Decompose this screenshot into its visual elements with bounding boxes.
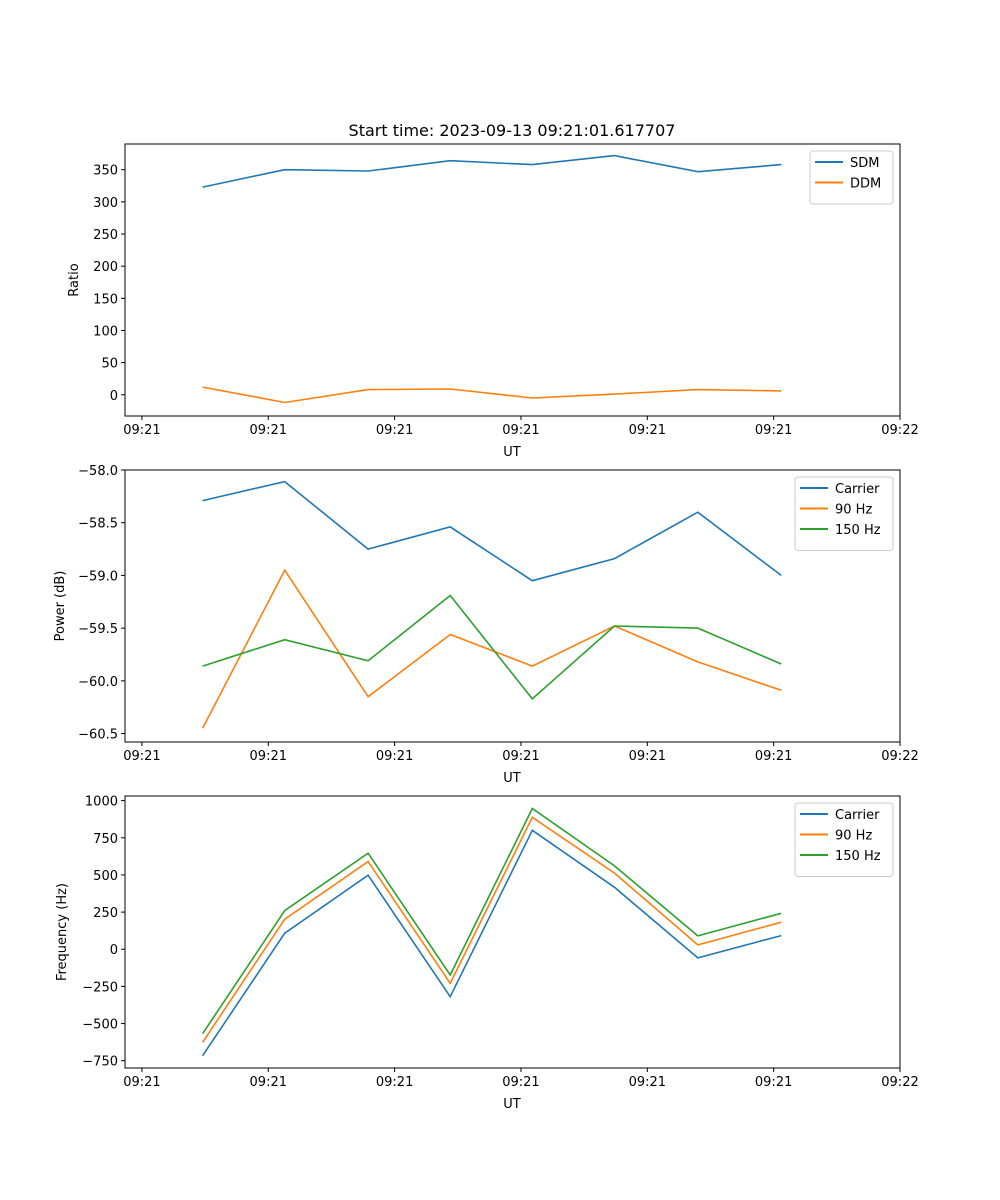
series-line-sdm <box>202 154 782 188</box>
series-line-150-hz <box>202 594 782 700</box>
y-tick-label: −59.0 <box>78 569 118 584</box>
y-axis-label: Power (dB) <box>53 571 68 642</box>
x-tick-label: 09:21 <box>123 749 160 764</box>
legend-label: 150 Hz <box>835 523 881 538</box>
series-line-carrier <box>201 829 782 1057</box>
y-tick-label: −60.5 <box>78 728 118 743</box>
legend: SDM DDM <box>809 150 894 205</box>
legend-label: Carrier <box>835 482 880 497</box>
series-line-90-hz <box>201 816 782 1043</box>
chart-title: Start time: 2023-09-13 09:21:01.617707 <box>349 121 676 140</box>
x-tick-label: 09:21 <box>502 423 539 438</box>
subplot-1: 09:21 09:21 09:21 09:21 09:21 09:21 09:22 0 50 10… <box>67 143 919 460</box>
x-tick-label: 09:21 <box>755 1075 792 1090</box>
series-line-carrier <box>202 480 782 582</box>
y-tick-label: 250 <box>93 906 118 921</box>
y-tick-label: 0 <box>110 389 118 404</box>
y-tick-label: −750 <box>82 1055 118 1070</box>
y-tick-label: 300 <box>93 196 118 211</box>
y-tick-label: −59.5 <box>78 622 118 637</box>
y-tick-label: −58.5 <box>78 517 118 532</box>
legend-label: DDM <box>850 177 881 192</box>
x-tick-label: 09:21 <box>629 749 666 764</box>
legend-label: 150 Hz <box>835 849 881 864</box>
axes-frame <box>124 143 901 417</box>
series-line-ddm <box>202 386 782 404</box>
x-tick-label: 09:21 <box>376 423 413 438</box>
x-tick-label: 09:22 <box>881 749 918 764</box>
legend-label: Carrier <box>835 808 880 823</box>
y-tick-label: −60.0 <box>78 675 118 690</box>
y-tick-label: 750 <box>93 832 118 847</box>
y-tick-label: 200 <box>93 260 118 275</box>
legend-box <box>809 150 894 205</box>
series-line-150-hz <box>201 807 782 1035</box>
series-line-90-hz <box>201 568 782 729</box>
y-tick-label: 100 <box>93 324 118 339</box>
y-tick-label: 1000 <box>85 795 118 810</box>
x-axis-label: UT <box>503 1097 521 1112</box>
y-tick-label: 0 <box>110 943 118 958</box>
x-axis-label: UT <box>503 445 521 460</box>
legend-label: 90 Hz <box>835 503 872 518</box>
x-tick-label: 09:21 <box>376 749 413 764</box>
y-tick-label: −500 <box>82 1018 118 1033</box>
x-tick-label: 09:21 <box>502 749 539 764</box>
y-axis-label: Ratio <box>67 263 82 296</box>
y-tick-label: 350 <box>93 164 118 179</box>
axes-frame <box>124 469 901 743</box>
legend-box <box>794 476 894 551</box>
y-tick-label: −250 <box>82 980 118 995</box>
axes-frame <box>124 795 901 1069</box>
x-tick-label: 09:21 <box>250 749 287 764</box>
y-tick-label: 150 <box>93 292 118 307</box>
x-tick-label: 09:21 <box>755 749 792 764</box>
y-tick-label: 500 <box>93 869 118 884</box>
legend: Carrier 90 Hz 150 Hz <box>794 802 894 877</box>
x-tick-label: 09:22 <box>881 423 918 438</box>
subplot-2: 09:21 09:21 09:21 09:21 09:21 09:21 09:22 −60.5… <box>53 464 919 786</box>
legend-label: SDM <box>850 156 879 171</box>
x-tick-label: 09:21 <box>250 423 287 438</box>
y-tick-label: 50 <box>101 357 118 372</box>
legend: Carrier 90 Hz 150 Hz <box>794 476 894 551</box>
y-tick-label: 250 <box>93 228 118 243</box>
subplot-3: 09:21 09:21 09:21 09:21 09:21 09:21 09:22 −750 −… <box>55 795 919 1112</box>
x-tick-label: 09:21 <box>376 1075 413 1090</box>
x-tick-label: 09:21 <box>250 1075 287 1090</box>
x-tick-label: 09:21 <box>629 423 666 438</box>
x-tick-label: 09:21 <box>123 1075 160 1090</box>
y-axis-label: Frequency (Hz) <box>55 883 70 981</box>
x-tick-label: 09:21 <box>755 423 792 438</box>
x-tick-label: 09:21 <box>123 423 160 438</box>
legend-label: 90 Hz <box>835 829 872 844</box>
x-tick-label: 09:21 <box>502 1075 539 1090</box>
x-axis-label: UT <box>503 771 521 786</box>
x-tick-label: 09:22 <box>881 1075 918 1090</box>
x-tick-label: 09:21 <box>629 1075 666 1090</box>
legend-box <box>794 802 894 877</box>
y-tick-label: −58.0 <box>78 464 118 479</box>
